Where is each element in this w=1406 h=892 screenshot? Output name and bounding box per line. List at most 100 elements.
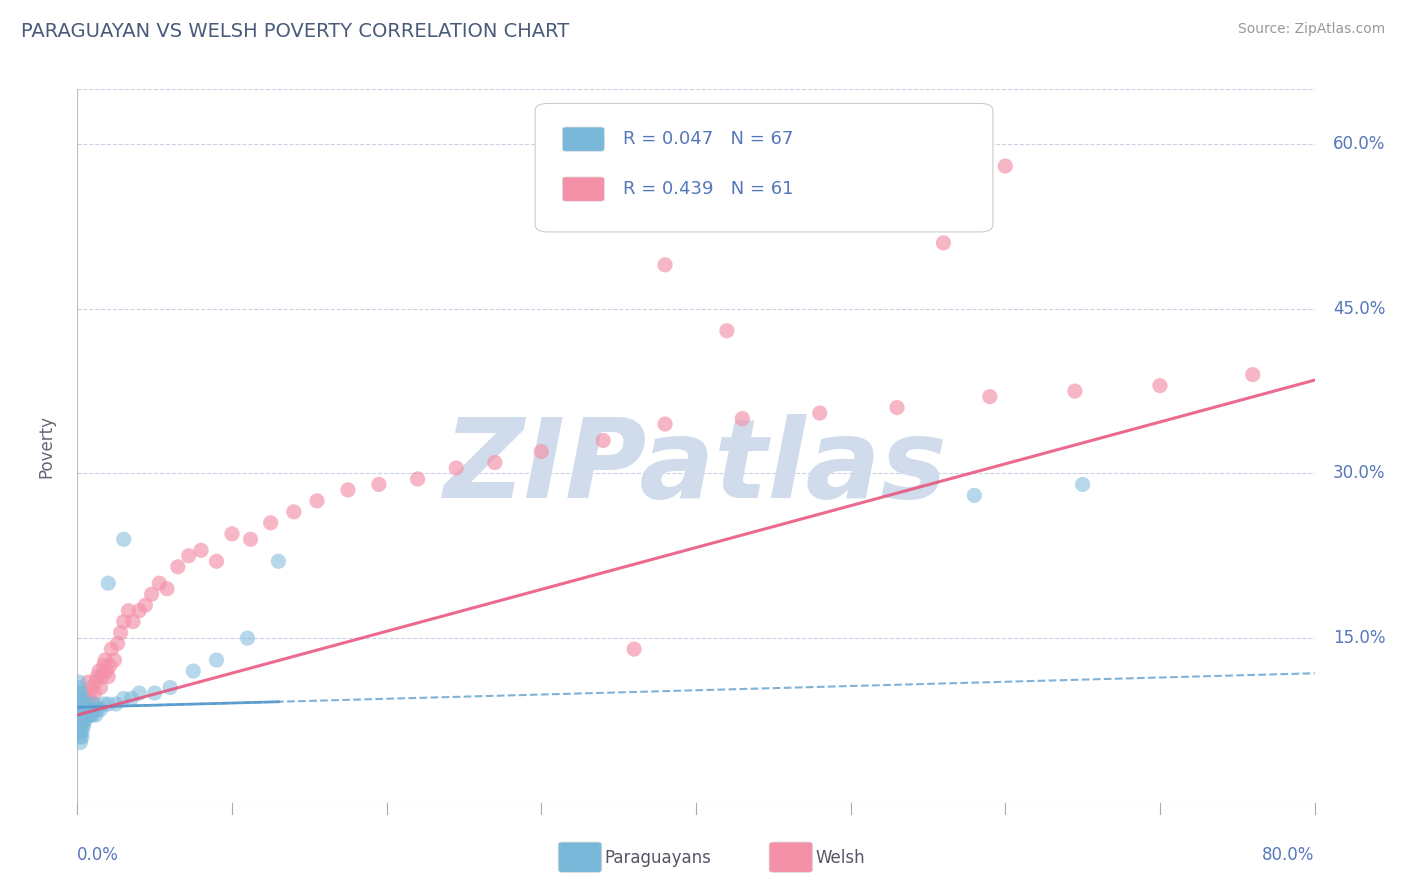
Point	[76, 702, 98, 716]
Point	[75, 702, 96, 716]
Point	[70, 730, 93, 744]
Point	[80, 702, 103, 716]
Point	[84, 708, 107, 723]
Point	[128, 686, 150, 700]
Text: R = 0.047   N = 67: R = 0.047 N = 67	[623, 130, 793, 148]
Point	[205, 554, 228, 568]
Point	[70, 697, 93, 711]
Point	[69, 697, 91, 711]
Point	[67, 719, 90, 733]
Point	[90, 681, 111, 695]
Point	[886, 401, 908, 415]
Point	[1149, 378, 1171, 392]
Point	[654, 258, 676, 272]
Point	[190, 543, 212, 558]
Point	[148, 576, 170, 591]
Point	[67, 691, 90, 706]
Text: PARAGUAYAN VS WELSH POVERTY CORRELATION CHART: PARAGUAYAN VS WELSH POVERTY CORRELATION …	[21, 22, 569, 41]
Text: 45.0%: 45.0%	[1333, 300, 1385, 318]
Text: 30.0%: 30.0%	[1333, 465, 1386, 483]
Point	[1071, 477, 1094, 491]
Point	[67, 714, 90, 728]
Point	[69, 691, 91, 706]
Point	[67, 681, 90, 695]
Point	[368, 477, 391, 491]
Point	[91, 669, 114, 683]
Point	[283, 505, 305, 519]
Point	[93, 658, 115, 673]
Point	[716, 324, 738, 338]
Point	[107, 637, 129, 651]
Point	[72, 719, 94, 733]
Text: R = 0.439   N = 61: R = 0.439 N = 61	[623, 180, 793, 198]
Point	[260, 516, 283, 530]
Point	[112, 615, 135, 629]
FancyBboxPatch shape	[562, 177, 605, 202]
Text: 60.0%: 60.0%	[1333, 135, 1385, 153]
Point	[69, 735, 91, 749]
Point	[128, 604, 150, 618]
FancyBboxPatch shape	[562, 127, 605, 152]
Point	[979, 390, 1001, 404]
Point	[69, 702, 91, 716]
Point	[69, 730, 91, 744]
Point	[75, 691, 96, 706]
Point	[67, 686, 90, 700]
Point	[1241, 368, 1264, 382]
Point	[82, 702, 104, 716]
Point	[307, 494, 329, 508]
Point	[67, 675, 90, 690]
Point	[75, 697, 96, 711]
Point	[72, 708, 94, 723]
Point	[484, 455, 506, 469]
Point	[67, 697, 90, 711]
Text: Poverty: Poverty	[38, 415, 55, 477]
Point	[267, 554, 290, 568]
Point	[105, 697, 127, 711]
Point	[94, 653, 117, 667]
Point	[80, 681, 103, 695]
Point	[76, 697, 98, 711]
Point	[67, 702, 90, 716]
Point	[406, 472, 429, 486]
Point	[337, 483, 360, 497]
Point	[100, 642, 122, 657]
Text: 15.0%: 15.0%	[1333, 629, 1386, 647]
Point	[159, 681, 181, 695]
Point	[156, 582, 179, 596]
Point	[83, 697, 105, 711]
Point	[183, 664, 205, 678]
Point	[446, 461, 468, 475]
Point	[93, 697, 115, 711]
Point	[69, 686, 91, 700]
Point	[75, 708, 96, 723]
Point	[121, 691, 143, 706]
Point	[117, 604, 139, 618]
Point	[994, 159, 1017, 173]
Point	[79, 702, 101, 716]
Point	[167, 559, 190, 574]
Point	[70, 691, 93, 706]
Point	[932, 235, 955, 250]
Point	[82, 697, 104, 711]
Point	[72, 702, 94, 716]
Text: Source: ZipAtlas.com: Source: ZipAtlas.com	[1237, 22, 1385, 37]
Point	[86, 669, 108, 683]
Point	[87, 664, 110, 678]
Point	[1064, 384, 1087, 398]
Point	[70, 697, 93, 711]
Point	[963, 488, 986, 502]
Point	[239, 533, 262, 547]
Point	[69, 708, 91, 723]
Point	[72, 714, 94, 728]
Point	[72, 702, 94, 716]
Point	[221, 526, 243, 541]
Point	[69, 724, 91, 739]
Point	[80, 708, 103, 723]
Point	[103, 653, 125, 667]
Point	[98, 658, 121, 673]
Point	[70, 724, 93, 739]
Point	[112, 691, 135, 706]
Point	[79, 708, 101, 723]
Point	[77, 702, 100, 716]
